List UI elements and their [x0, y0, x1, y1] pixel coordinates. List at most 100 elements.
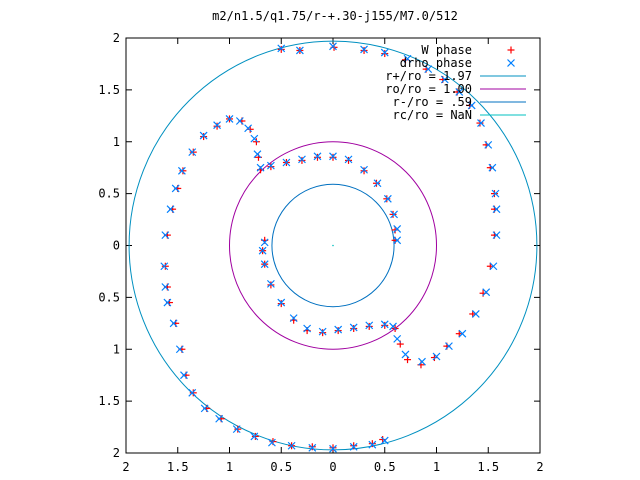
- data-point: [303, 324, 312, 333]
- x-tick-label: 2: [536, 460, 543, 474]
- data-point: [277, 45, 285, 53]
- data-point: [256, 163, 265, 172]
- data-point: [488, 163, 497, 172]
- x-tick-label: 2: [122, 460, 129, 474]
- data-point: [329, 152, 337, 161]
- data-point: [189, 389, 197, 397]
- data-point: [482, 288, 491, 297]
- data-point: [308, 443, 317, 452]
- y-tick-labels: 2 1.5 1 0.5 0 0.5 1 1.5 2: [98, 31, 120, 460]
- center-point: [332, 244, 334, 247]
- data-point: [484, 140, 493, 149]
- y-tick-label: 1.5: [98, 394, 120, 408]
- legend-sample: [507, 59, 515, 67]
- data-point: [215, 414, 224, 423]
- data-point: [489, 262, 498, 271]
- data-point: [492, 205, 501, 214]
- data-point: [318, 327, 327, 336]
- data-point: [277, 44, 286, 53]
- data-point: [476, 119, 484, 127]
- data-point: [200, 404, 209, 413]
- data-point: [403, 54, 412, 63]
- x-tick-label: 1: [433, 460, 440, 474]
- x-tick-label: 0.5: [270, 460, 292, 474]
- data-point: [350, 442, 358, 450]
- data-point: [225, 115, 234, 123]
- data-point: [390, 210, 398, 219]
- data-point: [235, 117, 244, 125]
- data-series: [160, 42, 501, 453]
- data-point: [491, 189, 500, 198]
- data-point: [319, 329, 327, 337]
- data-point: [381, 50, 389, 58]
- data-point: [188, 148, 197, 157]
- data-point: [432, 352, 441, 361]
- y-tick-label: 2: [113, 31, 120, 45]
- data-point: [424, 65, 433, 74]
- data-point: [252, 138, 260, 146]
- data-point: [251, 432, 259, 440]
- y-tick-label: 1: [113, 342, 120, 356]
- legend-label: drho phase: [400, 56, 472, 70]
- series-cross: [160, 42, 501, 453]
- data-point: [267, 163, 275, 171]
- data-point: [389, 322, 397, 331]
- x-tick-label: 0.5: [374, 460, 396, 474]
- data-point: [329, 153, 337, 161]
- data-point: [393, 224, 402, 233]
- data-point: [161, 283, 170, 291]
- data-point: [329, 444, 337, 453]
- data-point: [282, 158, 291, 167]
- data-point: [455, 88, 464, 96]
- data-point: [244, 124, 253, 133]
- data-point: [234, 425, 242, 433]
- data-point: [308, 443, 316, 451]
- data-point: [440, 75, 449, 84]
- data-point: [268, 438, 276, 447]
- data-point: [467, 101, 476, 110]
- data-point: [277, 300, 285, 308]
- data-point: [349, 442, 358, 451]
- y-tick-label: 0.5: [98, 187, 120, 201]
- data-point: [350, 325, 358, 332]
- data-point: [365, 321, 374, 330]
- x-tick-label: 0: [329, 460, 336, 474]
- data-point: [161, 231, 170, 240]
- data-point: [267, 281, 275, 289]
- data-point: [177, 166, 186, 175]
- data-point: [213, 122, 221, 130]
- y-tick-label: 1: [113, 135, 120, 149]
- data-point: [169, 319, 178, 328]
- data-point: [250, 134, 259, 143]
- data-point: [175, 345, 184, 354]
- data-point: [287, 441, 296, 450]
- data-point: [266, 279, 275, 288]
- data-point: [380, 436, 389, 445]
- y-tick-label: 0: [113, 239, 120, 253]
- data-point: [380, 48, 389, 57]
- legend-label: r+/ro = 1.97: [385, 69, 472, 83]
- y-tick-label: 0.5: [98, 290, 120, 304]
- data-point: [334, 327, 342, 335]
- data-point: [289, 314, 298, 323]
- x-tick-label: 1.5: [167, 460, 189, 474]
- data-point: [163, 298, 172, 307]
- x-tick-label: 1.5: [477, 460, 499, 474]
- data-point: [477, 119, 485, 127]
- data-point: [189, 148, 197, 156]
- data-point: [313, 152, 322, 161]
- y-tick-label: 1.5: [98, 83, 120, 97]
- data-point: [295, 46, 304, 55]
- data-point: [418, 357, 426, 366]
- reference-circle: [271, 183, 395, 308]
- data-point: [373, 179, 382, 188]
- data-point: [277, 298, 286, 307]
- data-point: [313, 153, 321, 161]
- data-point: [365, 322, 373, 330]
- data-point: [188, 388, 197, 397]
- data-point: [393, 236, 402, 245]
- legend-label: ro/ro = 1.00: [385, 82, 472, 96]
- data-point: [372, 179, 380, 187]
